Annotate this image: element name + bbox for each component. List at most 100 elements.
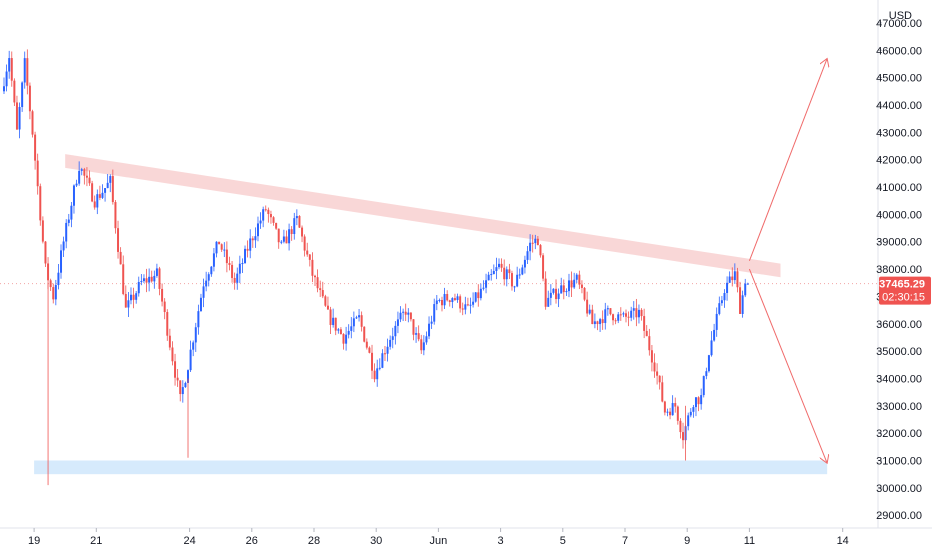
candle	[220, 243, 223, 252]
candle-body	[373, 370, 376, 380]
candle-body	[591, 309, 594, 325]
candle-body	[93, 201, 96, 208]
candle	[446, 290, 449, 302]
candle-body	[119, 251, 122, 265]
price-tick-label: 36000.00	[876, 319, 922, 331]
candle	[614, 318, 617, 325]
candle	[557, 288, 560, 308]
support-zone[interactable]	[34, 460, 828, 475]
candle	[440, 296, 443, 312]
candle	[67, 213, 70, 227]
candle	[609, 308, 612, 316]
candle-countdown-label: 02:30:15	[882, 292, 925, 304]
candle-body	[5, 71, 8, 87]
candle	[109, 174, 112, 193]
candle	[280, 240, 283, 245]
candle	[700, 388, 703, 410]
bearish-projection-arrow[interactable]	[748, 268, 827, 463]
candle-body	[150, 276, 153, 282]
candle	[687, 412, 690, 431]
candle-body	[653, 362, 656, 372]
candle-body	[171, 347, 174, 362]
candle	[531, 234, 534, 253]
candle	[508, 263, 511, 280]
candle	[617, 312, 620, 324]
candle-body	[676, 406, 679, 421]
candle-body	[578, 274, 581, 285]
candle	[555, 279, 558, 304]
resistance-trendline-zone[interactable]	[65, 154, 781, 278]
candle-body	[267, 209, 270, 215]
candle-body	[228, 263, 231, 265]
candle-body	[264, 209, 267, 211]
candle-body	[560, 285, 563, 294]
candle	[355, 315, 358, 319]
bullish-projection-arrow[interactable]	[748, 58, 827, 262]
candle-body	[329, 309, 332, 325]
candle-body	[459, 296, 462, 309]
candle	[171, 341, 174, 366]
candle-body	[15, 102, 18, 130]
candle	[661, 375, 664, 403]
candle-body	[339, 329, 342, 335]
candle-body	[358, 315, 361, 318]
candle	[215, 241, 218, 258]
candle	[119, 247, 122, 265]
candle-body	[521, 267, 524, 275]
candle-body	[669, 411, 672, 416]
candle	[306, 242, 309, 257]
candle	[679, 418, 682, 439]
candle-body	[326, 305, 329, 310]
candle	[111, 169, 114, 205]
time-tick-label: 19	[28, 535, 40, 547]
candle-body	[277, 228, 280, 243]
price-tick-label: 44000.00	[876, 100, 922, 112]
candle-body	[91, 183, 94, 202]
candle	[500, 258, 503, 272]
candle	[381, 349, 384, 369]
candle-body	[505, 269, 508, 280]
candle-body	[378, 367, 381, 369]
candle	[477, 284, 480, 307]
candle-body	[586, 299, 589, 314]
candle-body	[570, 280, 573, 288]
candle-body	[26, 58, 29, 86]
price-axis[interactable]: 29000.00 30000.00 31000.00 32000.00 33000.00…	[876, 0, 922, 528]
candle-body	[474, 292, 477, 302]
price-tick-label: 38000.00	[876, 264, 922, 276]
candle	[643, 308, 646, 339]
candle-body	[21, 82, 24, 107]
candle-body	[111, 176, 114, 203]
candle	[127, 292, 130, 318]
candle	[368, 346, 371, 354]
candle	[269, 210, 272, 224]
candle	[236, 267, 239, 290]
candle	[202, 278, 205, 308]
candle	[412, 319, 415, 341]
candle-body	[280, 241, 283, 243]
candle-body	[510, 273, 513, 287]
candle	[637, 304, 640, 324]
candle-body	[700, 395, 703, 405]
candle-body	[70, 205, 73, 220]
candle-body	[218, 241, 221, 245]
time-tick-label: 3	[498, 535, 504, 547]
candle	[98, 185, 101, 201]
candle-body	[588, 309, 591, 314]
candle	[158, 266, 161, 296]
candle-body	[516, 274, 519, 287]
candle	[544, 271, 547, 310]
candle-body	[197, 311, 200, 328]
candle	[383, 346, 386, 361]
candle-body	[319, 288, 322, 291]
candle	[671, 395, 674, 416]
candle	[466, 297, 469, 307]
candle-body	[316, 277, 319, 289]
time-tick-label: 24	[183, 535, 195, 547]
time-axis[interactable]: 19 21 24 26 28 30 Jun 3 5 7 9 11 14	[0, 527, 932, 547]
candle	[552, 288, 555, 295]
candle-body	[728, 276, 731, 283]
candle-body	[720, 300, 723, 304]
candle	[342, 333, 345, 350]
